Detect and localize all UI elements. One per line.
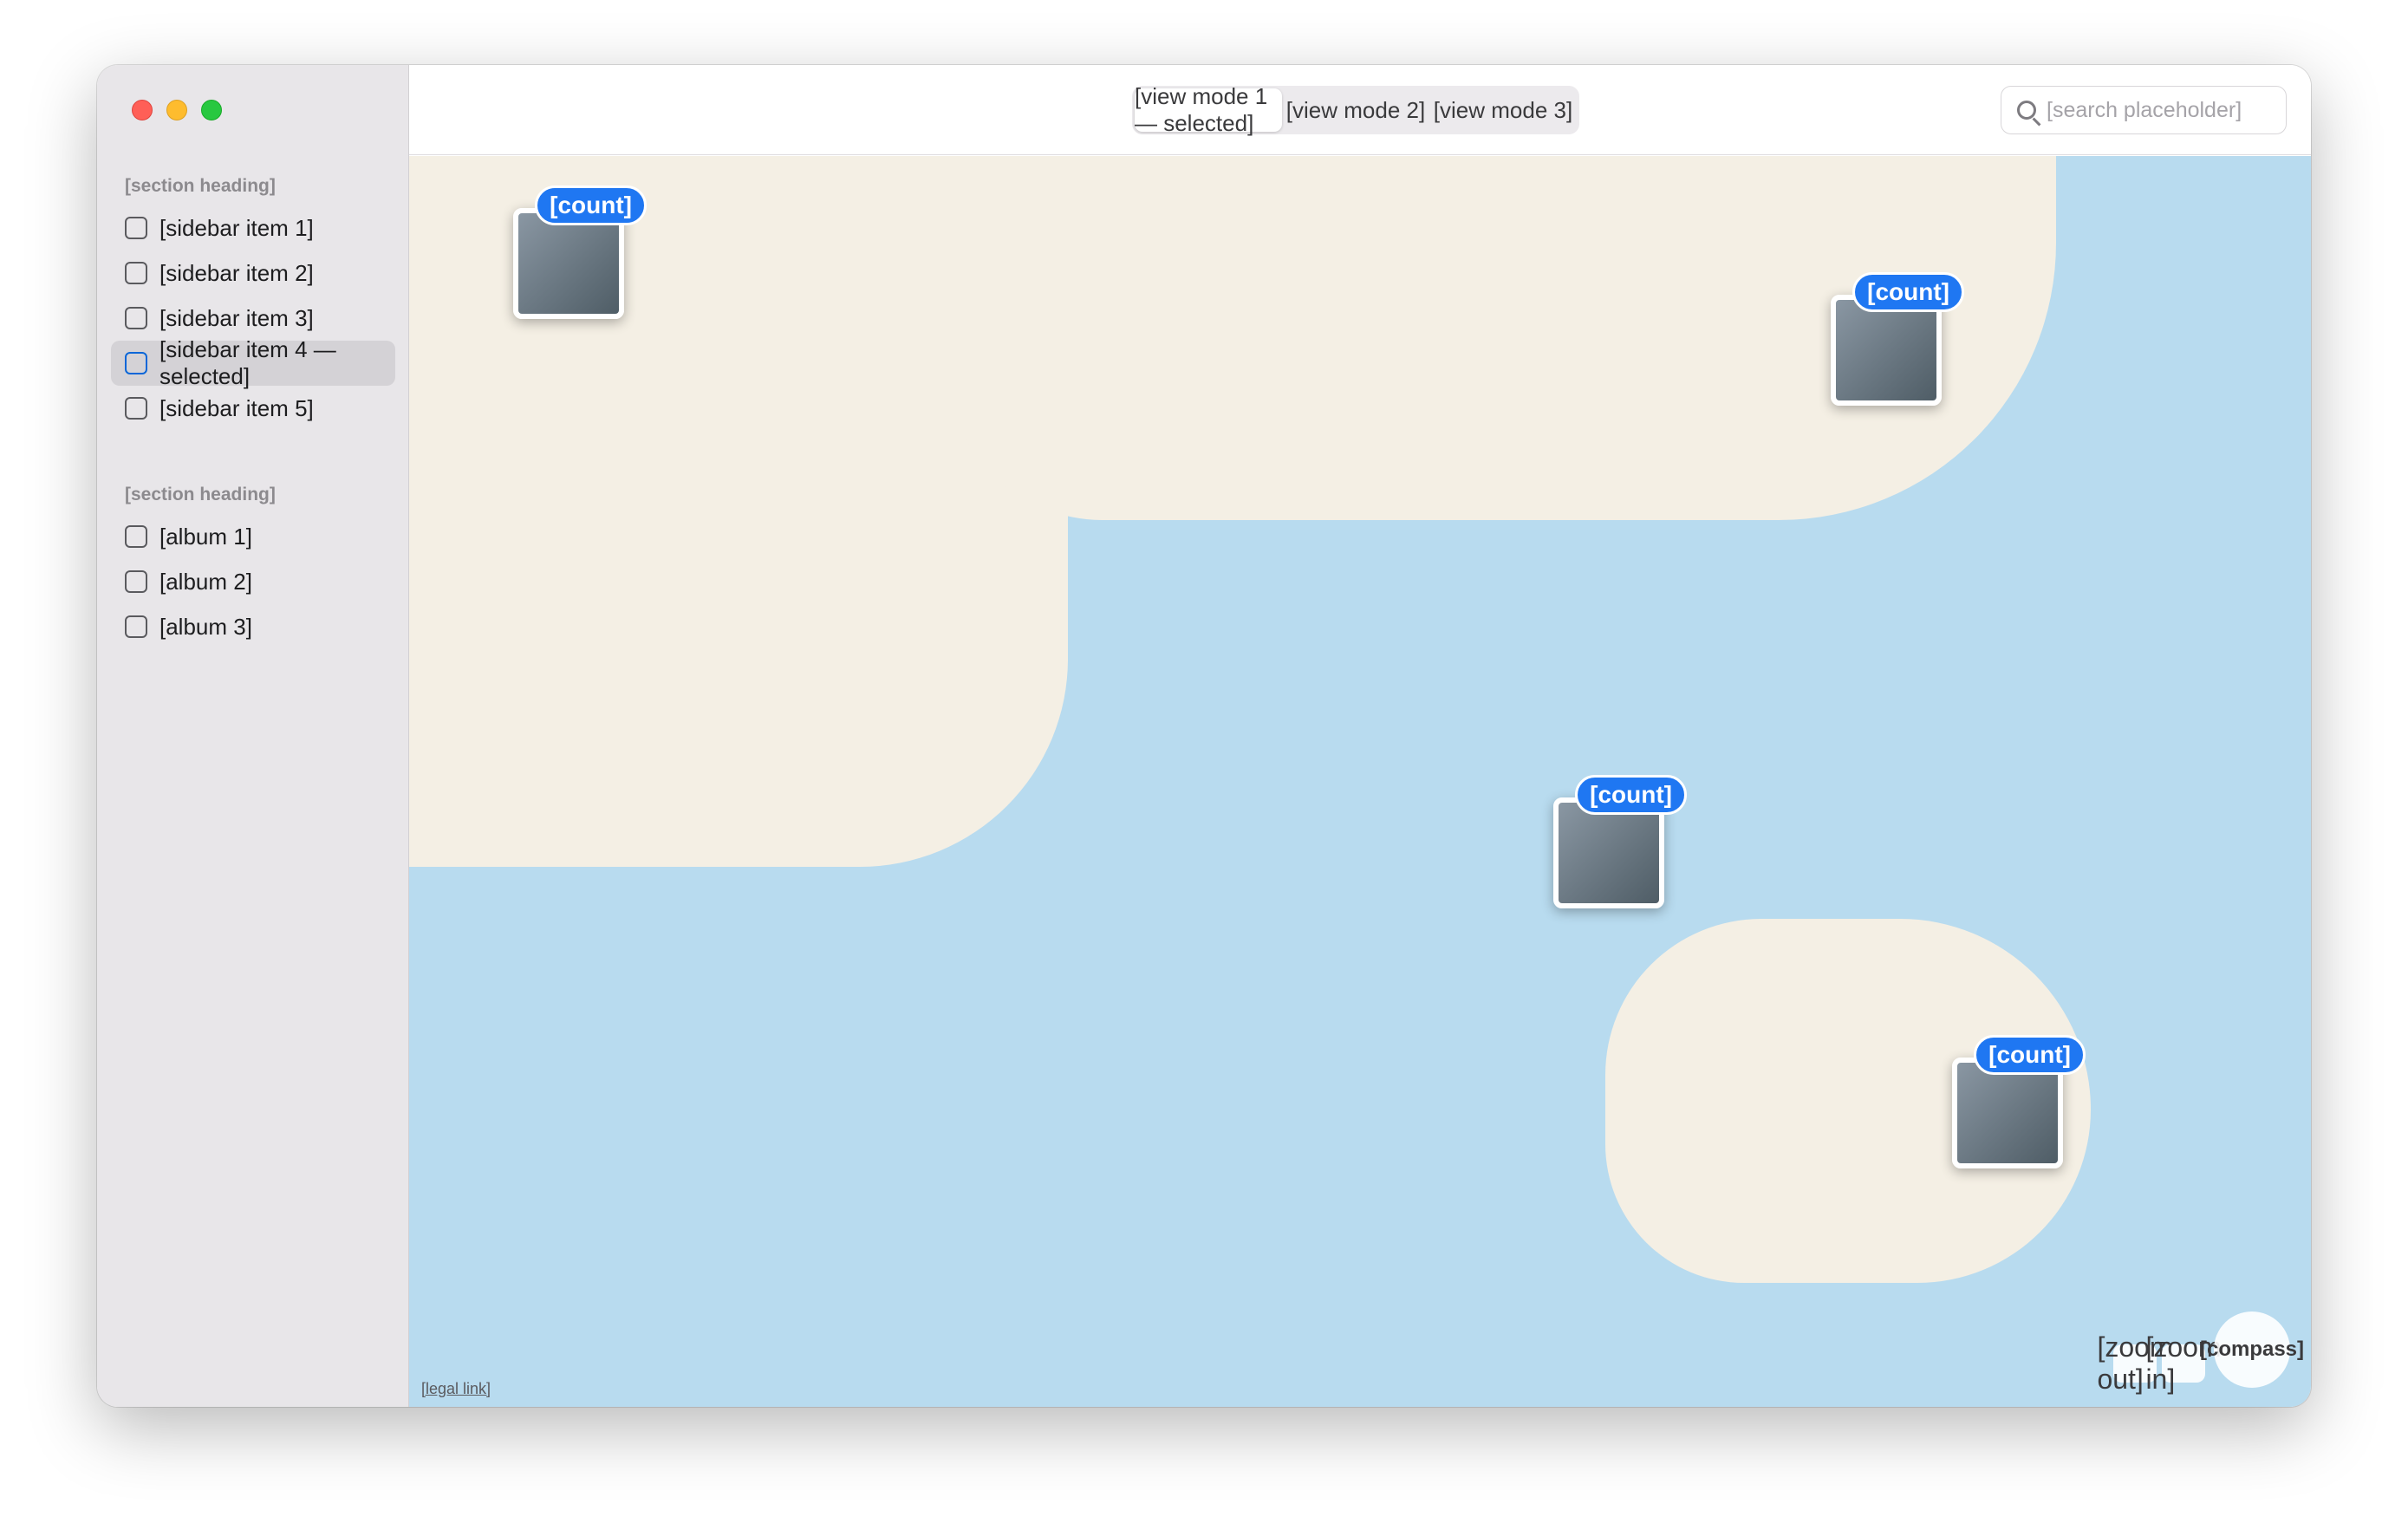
cluster-count-badge: [count] bbox=[1974, 1035, 2086, 1075]
album-item[interactable]: [album 2] bbox=[111, 559, 395, 604]
sidebar-item[interactable]: [sidebar item 1] bbox=[111, 205, 395, 251]
search-field[interactable] bbox=[2001, 86, 2287, 134]
sidebar-item-label: [sidebar item 3] bbox=[159, 304, 314, 331]
sidebar-section-heading: [section heading] bbox=[125, 485, 276, 504]
album-item[interactable]: [album 1] bbox=[111, 514, 395, 559]
sidebar-item-label: [sidebar item 1] bbox=[159, 214, 314, 241]
album-item-label: [album 3] bbox=[159, 613, 252, 640]
sidebar-item-selected[interactable]: [sidebar item 4 — selected] bbox=[111, 336, 395, 389]
window-controls bbox=[132, 100, 222, 120]
view-mode-tab[interactable]: [view mode 3] bbox=[1433, 96, 1573, 123]
places-map[interactable]: [count] [count] [count] [count] [zoom ou… bbox=[409, 156, 2311, 1407]
photo-cluster[interactable]: [count] bbox=[1831, 272, 1964, 406]
sidebar-item-icon bbox=[125, 217, 147, 239]
sidebar-item-label: [sidebar item 2] bbox=[159, 259, 314, 286]
album-thumbnail bbox=[125, 615, 147, 638]
sidebar-item[interactable]: [sidebar item 3] bbox=[111, 296, 395, 341]
zoom-window-button[interactable] bbox=[201, 100, 222, 120]
legal-link[interactable]: [legal link] bbox=[421, 1380, 491, 1397]
zoom-out-button[interactable]: [zoom out] bbox=[2097, 1331, 2173, 1395]
cluster-count-badge: [count] bbox=[1575, 775, 1687, 815]
album-list: [album 1] [album 2] [album 3] bbox=[111, 514, 395, 649]
view-mode-switcher: [view mode 1 — selected] [view mode 2] [… bbox=[1132, 83, 1579, 136]
sidebar-list: [sidebar item 1] [sidebar item 2] [sideb… bbox=[111, 205, 395, 431]
sidebar-item[interactable]: [sidebar item 2] bbox=[111, 251, 395, 296]
album-item-label: [album 1] bbox=[159, 523, 252, 550]
sidebar-item-icon bbox=[125, 352, 147, 374]
sidebar-item-icon bbox=[125, 262, 147, 284]
minimize-window-button[interactable] bbox=[166, 100, 187, 120]
cluster-count-badge: [count] bbox=[1852, 272, 1964, 312]
sidebar-item-label: [sidebar item 4 — selected] bbox=[159, 336, 336, 389]
search-input[interactable] bbox=[2047, 97, 2263, 123]
sidebar-item[interactable]: [sidebar item 5] bbox=[111, 386, 395, 431]
zoom-in-button[interactable]: [zoom in] bbox=[2145, 1331, 2222, 1395]
album-item[interactable]: [album 3] bbox=[111, 604, 395, 649]
sidebar-section-heading: [section heading] bbox=[125, 176, 276, 196]
photo-cluster[interactable]: [count] bbox=[1553, 775, 1687, 908]
album-item-label: [album 2] bbox=[159, 568, 252, 595]
album-thumbnail bbox=[125, 570, 147, 593]
album-thumbnail bbox=[125, 525, 147, 548]
toolbar: [view mode 1 — selected] [view mode 2] [… bbox=[409, 65, 2311, 155]
sidebar-item-label: [sidebar item 5] bbox=[159, 394, 314, 421]
cluster-count-badge: [count] bbox=[535, 185, 647, 225]
search-icon bbox=[2017, 101, 2036, 120]
view-mode-tab[interactable]: [view mode 2] bbox=[1285, 96, 1426, 123]
photo-cluster[interactable]: [count] bbox=[1952, 1035, 2086, 1168]
close-window-button[interactable] bbox=[132, 100, 153, 120]
sidebar-item-icon bbox=[125, 307, 147, 329]
sidebar: [section heading] [sidebar item 1] [side… bbox=[97, 65, 409, 1407]
view-mode-tab-selected[interactable]: [view mode 1 — selected] bbox=[1135, 83, 1282, 136]
compass-button[interactable]: [compass] bbox=[2200, 1311, 2304, 1388]
sidebar-item-icon bbox=[125, 397, 147, 420]
app-window: [section heading] [sidebar item 1] [side… bbox=[97, 65, 2311, 1407]
main-content: [view mode 1 — selected] [view mode 2] [… bbox=[409, 65, 2311, 1407]
zoom-controls: [zoom out] [zoom in] bbox=[2097, 1331, 2222, 1395]
photo-cluster[interactable]: [count] bbox=[513, 185, 647, 319]
